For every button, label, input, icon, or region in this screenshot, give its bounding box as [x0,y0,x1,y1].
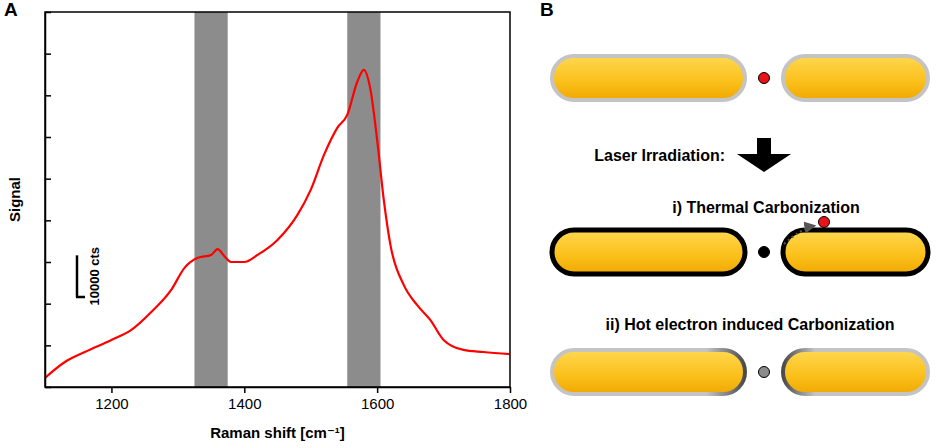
y-tick-mark [45,387,51,389]
x-tick-label: 1800 [494,395,527,412]
x-tick: 1400 [228,387,261,412]
x-tick-label: 1400 [228,395,261,412]
nanorod [783,350,928,394]
process-arrow [737,138,791,172]
x-axis-line [46,387,511,389]
carbon-dot [759,247,770,258]
arrow-label: Laser Irradiation: [594,147,725,164]
y-tick [45,345,51,346]
panel-label: A [4,0,18,20]
y-tick-mark [45,53,51,55]
scale-bar-label: 10000 cts [87,247,102,306]
y-tick [45,95,51,96]
y-tick-mark [45,12,51,14]
y-tick-mark [45,220,51,222]
y-axis-title: Signal [6,177,23,222]
scale-bar-foot [76,296,85,299]
y-tick-mark [45,137,51,139]
y-tick [45,304,51,305]
y-tick-mark [45,178,51,180]
y-tick-mark [45,345,51,347]
x-tick-label: 1600 [361,395,394,412]
x-tick: 1200 [95,387,128,412]
x-tick-mark [244,387,246,393]
highlight-band [347,12,380,387]
x-tick: 1800 [494,387,527,412]
plot-frame [45,12,510,387]
nanorod [552,350,745,394]
x-tick: 1600 [361,387,394,412]
scale-bar [76,255,79,297]
x-tick-label: 1200 [95,395,128,412]
partial-carbon-dot [759,367,770,378]
y-tick [45,387,51,388]
step-title: ii) Hot electron induced Carbonization [606,316,895,333]
x-tick-mark [510,387,512,393]
y-tick [45,220,51,221]
y-tick [45,262,51,263]
y-tick [45,12,51,13]
y-tick-mark [45,262,51,264]
molecule [819,217,830,228]
y-tick-mark [45,95,51,97]
panel-label: B [540,0,554,20]
step-title: i) Thermal Carbonization [672,199,860,216]
desorption-arrow [784,226,814,244]
y-tick [45,137,51,138]
y-tick-mark [45,303,51,305]
nanorod [783,56,928,100]
x-axis: 1200 1400 1600 1800 [46,387,528,412]
figure: 1200 1400 1600 1800 Raman shift [cm⁻¹] Signal… [0,0,940,448]
x-tick-mark [111,387,113,393]
x-axis-title: Raman shift [cm⁻¹] [210,424,345,441]
y-tick [45,179,51,180]
nanorod [783,230,928,274]
spectrum-line [45,70,510,378]
molecule [759,73,770,84]
nanorod [552,230,745,274]
highlight-band [194,12,227,387]
nanorod [552,56,745,100]
y-tick [45,54,51,55]
x-tick-mark [377,387,379,393]
plot-area [45,12,510,387]
y-axis [45,13,51,388]
y-axis-line [45,13,47,388]
diagram: B Laser Irradiation: i) Thermal Carbonizat… [540,0,928,394]
